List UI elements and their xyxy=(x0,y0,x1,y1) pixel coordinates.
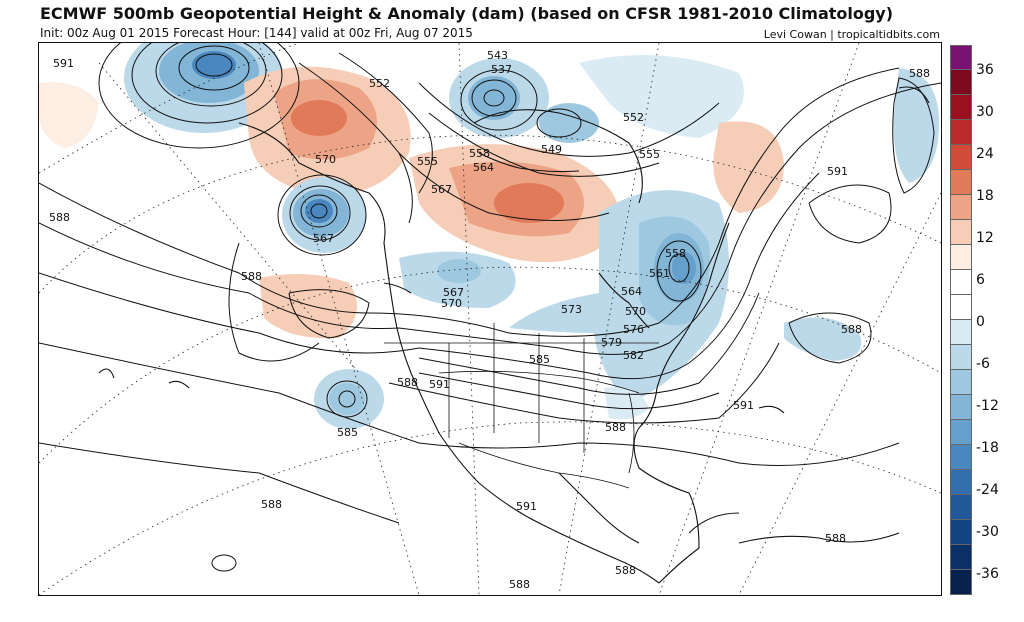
map-canvas: 591 552 543 537 552 549 555 588 570 555 … xyxy=(39,43,941,595)
contour-label: 588 xyxy=(825,532,846,545)
colorbar-tick-label: 24 xyxy=(976,146,994,162)
map-title: ECMWF 500mb Geopotential Height & Anomal… xyxy=(40,4,894,23)
colorbar-tick-label: -30 xyxy=(976,524,999,540)
contour-label: 588 xyxy=(909,67,930,80)
colorbar-tick-label: -6 xyxy=(976,356,990,372)
contour-label: 564 xyxy=(473,161,494,174)
colorbar-segment xyxy=(950,120,972,145)
contour-label: 543 xyxy=(487,49,508,62)
graticule xyxy=(39,43,941,595)
colorbar-tick-label: 0 xyxy=(976,314,985,330)
colorbar-tick-label: 36 xyxy=(976,62,994,78)
contour-label: 588 xyxy=(261,498,282,511)
contour-label: 558 xyxy=(469,147,490,160)
contour-label: 585 xyxy=(337,426,358,439)
contour-label: 552 xyxy=(369,77,390,90)
colorbar-segment xyxy=(950,570,972,595)
colorbar-tick-label: -12 xyxy=(976,398,999,414)
contour-label: 591 xyxy=(53,57,74,70)
contour-label: 588 xyxy=(397,376,418,389)
contour-label: 591 xyxy=(516,500,537,513)
colorbar-tick-label: 18 xyxy=(976,188,994,204)
colorbar-segment xyxy=(950,95,972,120)
contour-label: 567 xyxy=(431,183,452,196)
contour-label: 588 xyxy=(241,270,262,283)
credit-text: Levi Cowan | tropicaltidbits.com xyxy=(763,28,940,41)
colorbar-segment xyxy=(950,420,972,445)
forecast-info: Init: 00z Aug 01 2015 Forecast Hour: [14… xyxy=(40,26,473,40)
contour-label: 561 xyxy=(649,267,670,280)
contour-label: 591 xyxy=(429,378,450,391)
contour-label: 570 xyxy=(625,305,646,318)
contour-label: 588 xyxy=(509,578,530,591)
colorbar-segment xyxy=(950,445,972,470)
contour-label: 549 xyxy=(541,143,562,156)
colorbar-segment xyxy=(950,545,972,570)
contour-label: 570 xyxy=(441,297,462,310)
contour-label: 588 xyxy=(605,421,626,434)
anomaly-colorbar xyxy=(950,45,972,595)
colorbar-segment xyxy=(950,170,972,195)
colorbar-tick-label: -18 xyxy=(976,440,999,456)
colorbar-segment xyxy=(950,145,972,170)
contour-label: 537 xyxy=(491,63,512,76)
colorbar-segment xyxy=(950,220,972,245)
colorbar-segment xyxy=(950,395,972,420)
colorbar-tick-label: 30 xyxy=(976,104,994,120)
contour-label: 570 xyxy=(315,153,336,166)
contour-label: 555 xyxy=(639,148,660,161)
colorbar-tick-label: -36 xyxy=(976,566,999,582)
contour-label: 579 xyxy=(601,336,622,349)
contour-label: 588 xyxy=(615,564,636,577)
contour-label: 588 xyxy=(841,323,862,336)
colorbar-segment xyxy=(950,470,972,495)
colorbar-segment xyxy=(950,520,972,545)
contour-label: 552 xyxy=(623,111,644,124)
colorbar-segment xyxy=(950,245,972,270)
contour-label: 591 xyxy=(733,399,754,412)
contour-label: 582 xyxy=(623,349,644,362)
contour-label: 564 xyxy=(621,285,642,298)
colorbar-segment xyxy=(950,370,972,395)
contour-label: 573 xyxy=(561,303,582,316)
contour-label: 567 xyxy=(313,232,334,245)
colorbar-segment xyxy=(950,195,972,220)
colorbar-segment xyxy=(950,345,972,370)
colorbar-tick-label: -24 xyxy=(976,482,999,498)
colorbar-segment xyxy=(950,495,972,520)
contour-label: 558 xyxy=(665,247,686,260)
contour-labels: 591 552 543 537 552 549 555 588 570 555 … xyxy=(49,49,930,591)
map-panel: 591 552 543 537 552 549 555 588 570 555 … xyxy=(38,42,942,596)
height-contours xyxy=(39,43,941,572)
contour-label: 588 xyxy=(49,211,70,224)
colorbar-segment xyxy=(950,320,972,345)
contour-label: 576 xyxy=(623,323,644,336)
contour-label: 555 xyxy=(417,155,438,168)
contour-label: 591 xyxy=(827,165,848,178)
colorbar-segment xyxy=(950,295,972,320)
contour-label: 567 xyxy=(443,286,464,299)
colorbar-segment xyxy=(950,45,972,70)
colorbar-segment xyxy=(950,70,972,95)
colorbar-tick-label: 6 xyxy=(976,272,985,288)
colorbar-segment xyxy=(950,270,972,295)
colorbar-tick-label: 12 xyxy=(976,230,994,246)
contour-label: 585 xyxy=(529,353,550,366)
